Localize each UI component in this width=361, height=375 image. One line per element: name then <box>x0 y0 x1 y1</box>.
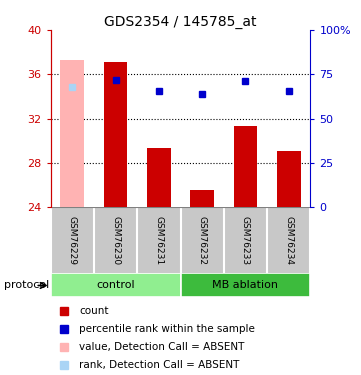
Text: percentile rank within the sample: percentile rank within the sample <box>79 324 255 334</box>
Text: GSM76229: GSM76229 <box>68 216 77 265</box>
Text: GSM76232: GSM76232 <box>198 216 206 265</box>
Text: protocol: protocol <box>4 280 50 291</box>
Bar <box>51 273 180 297</box>
Text: GSM76233: GSM76233 <box>241 216 250 265</box>
Text: count: count <box>79 306 109 316</box>
Text: GSM76230: GSM76230 <box>111 216 120 265</box>
Bar <box>147 148 171 207</box>
Bar <box>104 62 127 207</box>
Text: value, Detection Call = ABSENT: value, Detection Call = ABSENT <box>79 342 244 352</box>
Bar <box>234 126 257 207</box>
Bar <box>60 60 84 207</box>
Bar <box>277 151 301 207</box>
Title: GDS2354 / 145785_at: GDS2354 / 145785_at <box>104 15 257 29</box>
Bar <box>180 273 310 297</box>
Text: control: control <box>96 280 135 291</box>
Bar <box>190 190 214 207</box>
Text: rank, Detection Call = ABSENT: rank, Detection Call = ABSENT <box>79 360 239 370</box>
Text: MB ablation: MB ablation <box>213 280 278 291</box>
Text: GSM76231: GSM76231 <box>155 216 163 265</box>
Text: GSM76234: GSM76234 <box>284 216 293 265</box>
